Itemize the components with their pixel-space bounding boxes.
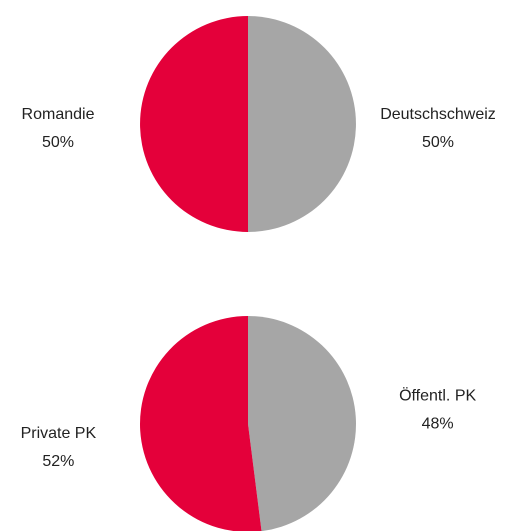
slice-label: Private PK	[21, 425, 97, 442]
slice-label: Romandie	[22, 106, 95, 123]
slice-value-label: 52%	[42, 453, 74, 470]
pie-slice	[248, 316, 356, 531]
pie-slice	[140, 16, 248, 232]
pie-slice	[248, 16, 356, 232]
slice-value-label: 50%	[42, 134, 74, 151]
slice-value-label: 48%	[422, 415, 454, 432]
pie-slice	[140, 316, 262, 531]
slice-value-label: 50%	[422, 134, 454, 151]
slice-label: Deutschschweiz	[380, 106, 496, 123]
slice-label: Öffentl. PK	[399, 386, 476, 404]
